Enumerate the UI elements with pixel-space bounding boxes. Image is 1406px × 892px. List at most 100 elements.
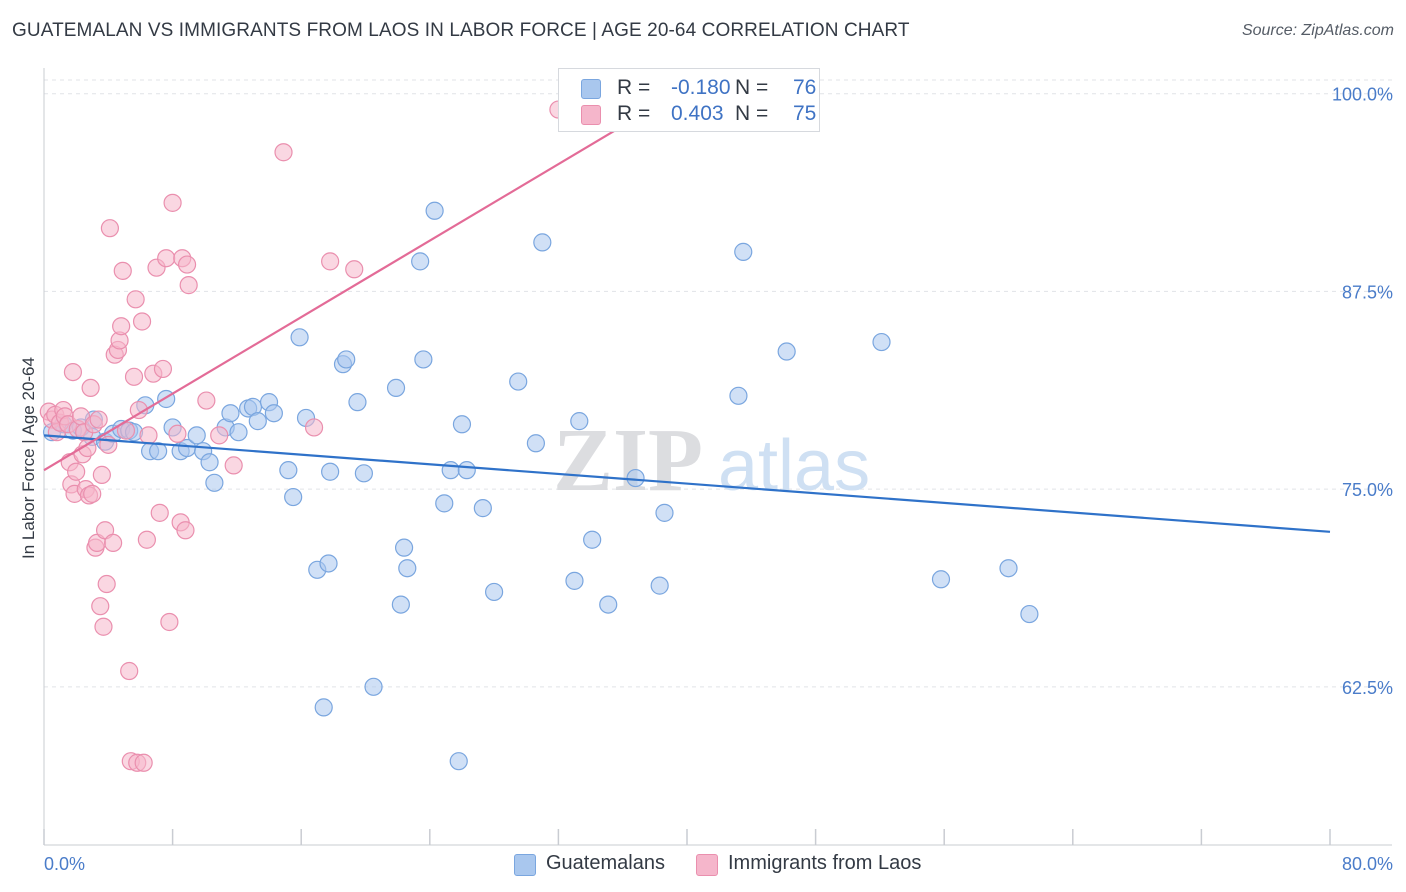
point-guatemalans[interactable] (187, 426, 206, 445)
point-laos[interactable] (92, 465, 111, 484)
point-guatemalans[interactable] (221, 404, 240, 423)
point-laos[interactable] (224, 456, 243, 475)
point-guatemalans[interactable] (626, 468, 645, 488)
point-laos[interactable] (100, 219, 120, 238)
correlation-legend: R = -0.180 N = 76 R = 0.403 N = 75 (558, 68, 820, 132)
point-laos[interactable] (134, 753, 153, 772)
trend-lines (43, 99, 1331, 533)
legend-n-label: N = (735, 76, 769, 99)
point-laos[interactable] (137, 530, 156, 549)
point-guatemalans[interactable] (999, 559, 1018, 578)
point-guatemalans[interactable] (386, 378, 406, 398)
y-tick-label: 87.5% (1342, 282, 1393, 302)
point-laos[interactable] (321, 252, 340, 271)
point-guatemalans[interactable] (149, 442, 168, 461)
point-guatemalans[interactable] (533, 233, 552, 252)
point-guatemalans[interactable] (394, 538, 414, 557)
point-laos[interactable] (157, 249, 176, 268)
point-laos[interactable] (160, 612, 179, 632)
point-laos[interactable] (150, 503, 169, 522)
point-laos[interactable] (126, 290, 145, 309)
y-tick-label: 75.0% (1342, 480, 1393, 500)
point-guatemalans[interactable] (279, 461, 298, 480)
point-laos[interactable] (67, 462, 86, 481)
point-guatemalans[interactable] (264, 404, 283, 423)
point-laos[interactable] (210, 426, 229, 445)
point-guatemalans[interactable] (284, 487, 303, 507)
point-guatemalans[interactable] (599, 595, 618, 614)
point-guatemalans[interactable] (777, 342, 796, 361)
point-guatemalans[interactable] (452, 415, 472, 434)
point-guatemalans[interactable] (473, 499, 492, 518)
point-guatemalans[interactable] (205, 473, 224, 492)
point-guatemalans[interactable] (319, 554, 338, 573)
point-laos[interactable] (304, 418, 324, 437)
point-guatemalans[interactable] (565, 571, 584, 590)
legend-n-value: 75 (793, 102, 817, 125)
point-guatemalans[interactable] (872, 332, 891, 352)
point-laos[interactable] (124, 367, 144, 386)
point-laos[interactable] (163, 193, 182, 212)
point-guatemalans[interactable] (354, 464, 373, 483)
point-laos[interactable] (91, 597, 110, 616)
point-laos[interactable] (81, 378, 100, 398)
point-guatemalans[interactable] (290, 328, 309, 347)
point-guatemalans[interactable] (931, 570, 951, 589)
watermark-atlas: atlas (718, 426, 870, 506)
source-label: Source: ZipAtlas.com (1241, 22, 1394, 39)
point-guatemalans[interactable] (449, 752, 468, 771)
point-laos[interactable] (197, 391, 216, 410)
point-guatemalans[interactable] (398, 559, 417, 578)
point-laos[interactable] (129, 400, 148, 420)
point-guatemalans[interactable] (348, 393, 367, 412)
point-laos[interactable] (179, 276, 198, 295)
point-guatemalans[interactable] (229, 423, 248, 442)
point-guatemalans[interactable] (650, 576, 669, 595)
point-laos[interactable] (274, 143, 293, 162)
point-laos[interactable] (176, 521, 195, 540)
point-laos[interactable] (89, 410, 108, 429)
point-guatemalans[interactable] (485, 582, 504, 602)
legend-r-value: 0.403 (671, 102, 724, 125)
point-laos[interactable] (113, 261, 132, 280)
point-laos[interactable] (104, 533, 123, 553)
point-laos[interactable] (132, 312, 152, 331)
point-laos[interactable] (177, 255, 197, 274)
legend-n-value: 76 (793, 76, 817, 99)
point-laos[interactable] (120, 661, 139, 681)
x-tick-label: 0.0% (44, 854, 85, 874)
point-guatemalans[interactable] (425, 201, 444, 220)
point-laos[interactable] (94, 617, 113, 636)
point-guatemalans[interactable] (583, 530, 602, 549)
trend-line-laos (43, 99, 667, 472)
point-guatemalans[interactable] (391, 595, 410, 614)
point-laos[interactable] (345, 260, 364, 279)
point-guatemalans[interactable] (321, 462, 340, 481)
point-guatemalans[interactable] (248, 412, 267, 431)
point-laos[interactable] (97, 574, 116, 594)
point-laos[interactable] (63, 362, 83, 382)
point-guatemalans[interactable] (570, 412, 589, 431)
point-laos[interactable] (168, 424, 187, 443)
point-guatemalans[interactable] (734, 242, 753, 261)
legend-swatch-guatemalans (581, 79, 601, 99)
point-guatemalans[interactable] (729, 386, 748, 405)
point-guatemalans[interactable] (364, 677, 383, 696)
point-guatemalans[interactable] (200, 453, 219, 472)
point-guatemalans[interactable] (337, 350, 356, 369)
point-laos[interactable] (112, 317, 131, 336)
point-laos[interactable] (153, 359, 173, 379)
point-guatemalans[interactable] (655, 503, 674, 522)
point-laos[interactable] (139, 426, 158, 445)
point-guatemalans[interactable] (441, 461, 460, 480)
point-guatemalans[interactable] (1020, 604, 1039, 624)
point-guatemalans[interactable] (526, 434, 545, 453)
legend-label-guatemalans: Guatemalans (546, 852, 665, 874)
point-guatemalans[interactable] (435, 494, 454, 513)
point-guatemalans[interactable] (314, 698, 333, 717)
point-guatemalans[interactable] (411, 252, 430, 271)
point-guatemalans[interactable] (414, 350, 433, 369)
point-guatemalans[interactable] (457, 461, 476, 480)
point-laos[interactable] (83, 484, 102, 503)
point-guatemalans[interactable] (509, 372, 528, 391)
